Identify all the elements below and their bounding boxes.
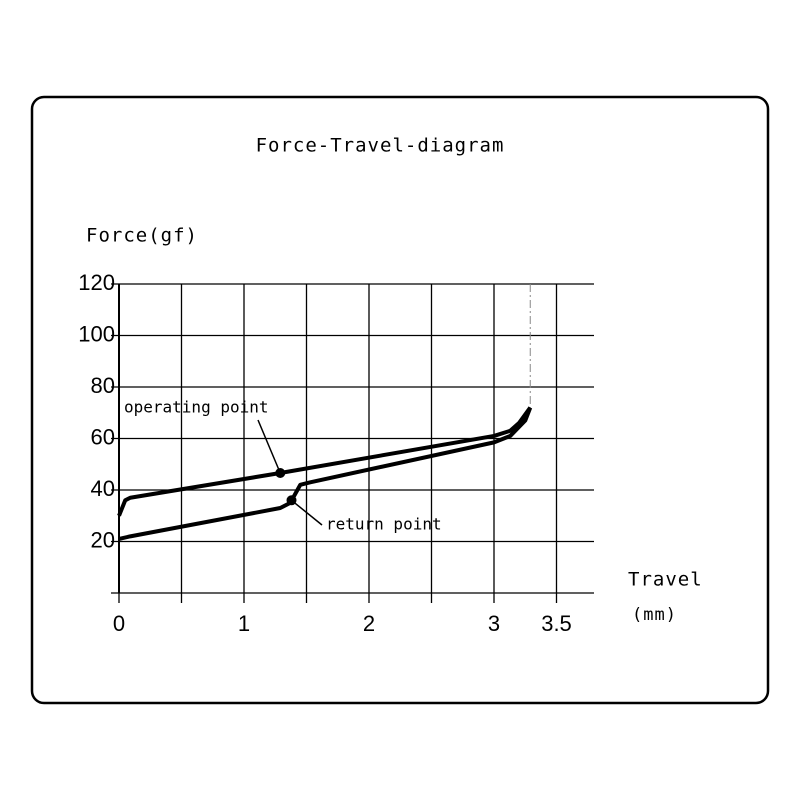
leader-line xyxy=(291,499,323,526)
x-tick-label: 2 xyxy=(363,611,375,636)
annotation: operating point xyxy=(124,398,269,417)
y-tick-label: 120 xyxy=(78,270,115,295)
y-tick-label: 80 xyxy=(91,373,115,398)
y-axis-label: Force(gf) xyxy=(86,225,198,247)
x-tick-label: 1 xyxy=(238,611,250,636)
x-axis-unit: (mm) xyxy=(632,605,677,625)
x-tick-label: 3.5 xyxy=(541,611,572,636)
curve xyxy=(117,406,532,517)
curve xyxy=(118,406,533,541)
x-tick-label: 3 xyxy=(488,611,500,636)
y-tick-label: 60 xyxy=(91,424,115,449)
y-tick-label: 100 xyxy=(78,321,115,346)
y-tick-label: 20 xyxy=(91,527,115,552)
frame xyxy=(30,95,770,705)
leader-line xyxy=(257,419,281,474)
annotation: return point xyxy=(326,515,442,534)
x-tick-label: 0 xyxy=(113,611,125,636)
y-tick-label: 40 xyxy=(91,476,115,501)
point-dot xyxy=(286,495,297,506)
chart-title: Force-Travel-diagram xyxy=(256,135,505,157)
point-dot xyxy=(275,468,286,479)
x-axis-label: Travel xyxy=(628,569,703,591)
